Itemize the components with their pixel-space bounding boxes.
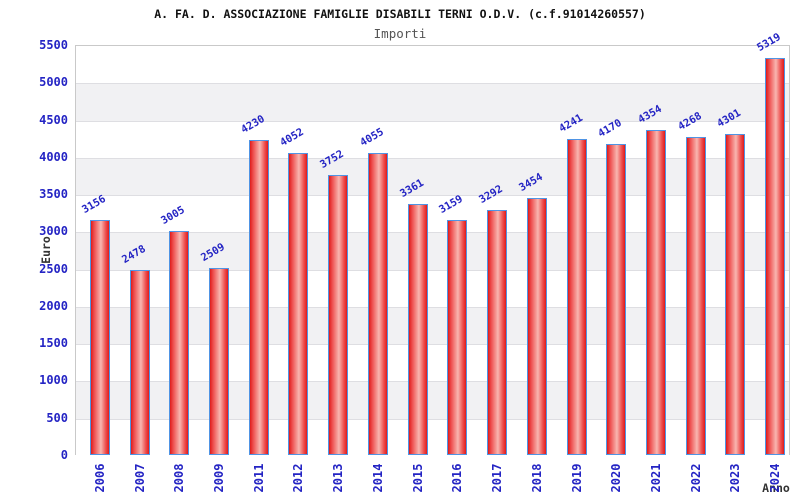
bar bbox=[209, 267, 230, 455]
y-tick-label: 1000 bbox=[39, 373, 68, 388]
grid-band bbox=[76, 46, 789, 84]
gridline bbox=[76, 195, 789, 197]
gridline bbox=[76, 306, 789, 308]
bar bbox=[725, 134, 746, 455]
x-tick-label: 2018 bbox=[529, 463, 544, 493]
y-axis-title: Euro bbox=[39, 236, 53, 264]
chart-subtitle: Importi bbox=[373, 26, 427, 41]
grid-band bbox=[76, 344, 789, 382]
y-tick-label: 5000 bbox=[39, 75, 68, 90]
grid-band bbox=[76, 306, 789, 345]
y-tick-label: 1500 bbox=[39, 336, 68, 351]
x-tick-label: 2021 bbox=[648, 463, 663, 493]
bar bbox=[566, 138, 587, 455]
x-axis-title: Anno bbox=[762, 481, 790, 495]
gridline bbox=[76, 269, 789, 271]
gridline bbox=[76, 381, 789, 383]
y-tick-label: 0 bbox=[60, 448, 68, 462]
y-tick-label: 2500 bbox=[39, 261, 68, 276]
grid-band bbox=[76, 269, 789, 307]
grid-band bbox=[76, 232, 789, 270]
x-tick-label: 2011 bbox=[251, 463, 266, 493]
y-tick-label: 4500 bbox=[39, 112, 68, 127]
y-tick-label: 3500 bbox=[39, 187, 68, 202]
bar bbox=[526, 197, 547, 455]
bar bbox=[328, 175, 349, 455]
grid-band bbox=[76, 157, 789, 196]
grid-band bbox=[76, 195, 789, 233]
bar bbox=[129, 270, 150, 455]
bar bbox=[765, 58, 786, 455]
bar bbox=[447, 219, 468, 455]
gridline bbox=[76, 83, 789, 85]
bar bbox=[169, 230, 190, 455]
grid-band bbox=[76, 418, 789, 456]
x-tick-label: 2019 bbox=[569, 463, 584, 493]
gridline bbox=[76, 232, 789, 234]
x-tick-label: 2017 bbox=[490, 463, 505, 493]
chart-title: A. FA. D. ASSOCIAZIONE FAMIGLIE DISABILI… bbox=[154, 7, 646, 21]
x-tick-label: 2024 bbox=[768, 463, 783, 493]
x-tick-label: 2008 bbox=[172, 463, 187, 493]
x-tick-label: 2023 bbox=[728, 463, 743, 493]
x-tick-label: 2022 bbox=[688, 463, 703, 493]
x-tick-label: 2009 bbox=[212, 463, 227, 493]
y-tick-label: 5500 bbox=[39, 38, 68, 52]
x-tick-label: 2006 bbox=[92, 463, 107, 493]
x-tick-label: 2013 bbox=[331, 463, 346, 493]
x-tick-label: 2015 bbox=[410, 463, 425, 493]
x-tick-label: 2020 bbox=[609, 463, 624, 493]
y-tick-label: 4000 bbox=[39, 149, 68, 164]
grid-band bbox=[76, 83, 789, 121]
y-tick-label: 500 bbox=[46, 410, 68, 425]
x-tick-label: 2012 bbox=[291, 463, 306, 493]
bar bbox=[89, 219, 110, 455]
bar bbox=[685, 136, 706, 455]
bar bbox=[606, 144, 627, 455]
bar bbox=[645, 130, 666, 455]
x-tick-label: 2016 bbox=[450, 463, 465, 493]
bar bbox=[248, 139, 269, 455]
y-tick-label: 3000 bbox=[39, 224, 68, 239]
grid-band bbox=[76, 120, 789, 158]
bar bbox=[487, 209, 508, 455]
y-tick-label: 2000 bbox=[39, 298, 68, 313]
bar bbox=[367, 152, 388, 455]
plot-area bbox=[75, 45, 790, 456]
x-tick-label: 2014 bbox=[370, 463, 385, 493]
x-tick-label: 2007 bbox=[132, 463, 147, 493]
gridline bbox=[76, 157, 789, 159]
gridline bbox=[76, 120, 789, 122]
gridline bbox=[76, 344, 789, 346]
grid-band bbox=[76, 381, 789, 419]
bar bbox=[288, 152, 309, 455]
gridline bbox=[76, 418, 789, 420]
bar bbox=[407, 204, 428, 455]
